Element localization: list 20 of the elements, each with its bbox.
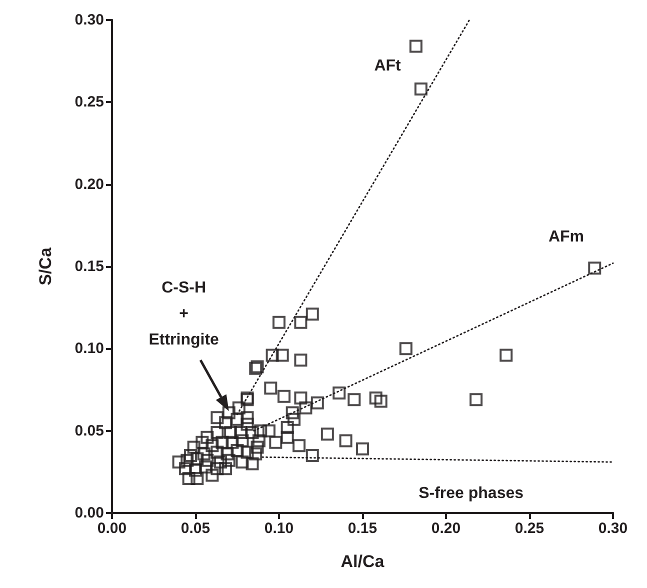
y-tick-label: 0.15: [74, 258, 104, 275]
x-tick-label: 0.30: [598, 520, 628, 537]
x-tick-label: 0.15: [348, 520, 378, 537]
annotation: S-free phases: [418, 484, 524, 502]
annotation: AFt: [374, 58, 402, 75]
x-axis-title: Al/Ca: [340, 552, 385, 571]
y-tick-label: 0.25: [74, 94, 104, 111]
y-tick-label: 0.05: [74, 422, 104, 440]
annotation: AFm: [548, 228, 584, 246]
x-tick-label: 0.20: [431, 520, 461, 537]
x-tick-label: 0.25: [514, 520, 544, 537]
annotation: C-S-H + Ettringite: [148, 280, 220, 349]
y-tick-label: 0.20: [74, 176, 104, 193]
y-tick-label: 0.10: [74, 340, 104, 358]
y-tick-label: 0.00: [74, 504, 104, 522]
x-tick-label: 0.10: [264, 520, 294, 537]
y-axis-title: S/Ca: [36, 247, 55, 286]
x-tick-label: 0.05: [180, 520, 210, 537]
x-tick-label: 0.00: [97, 520, 127, 537]
y-tick-label: 0.30: [74, 12, 104, 28]
